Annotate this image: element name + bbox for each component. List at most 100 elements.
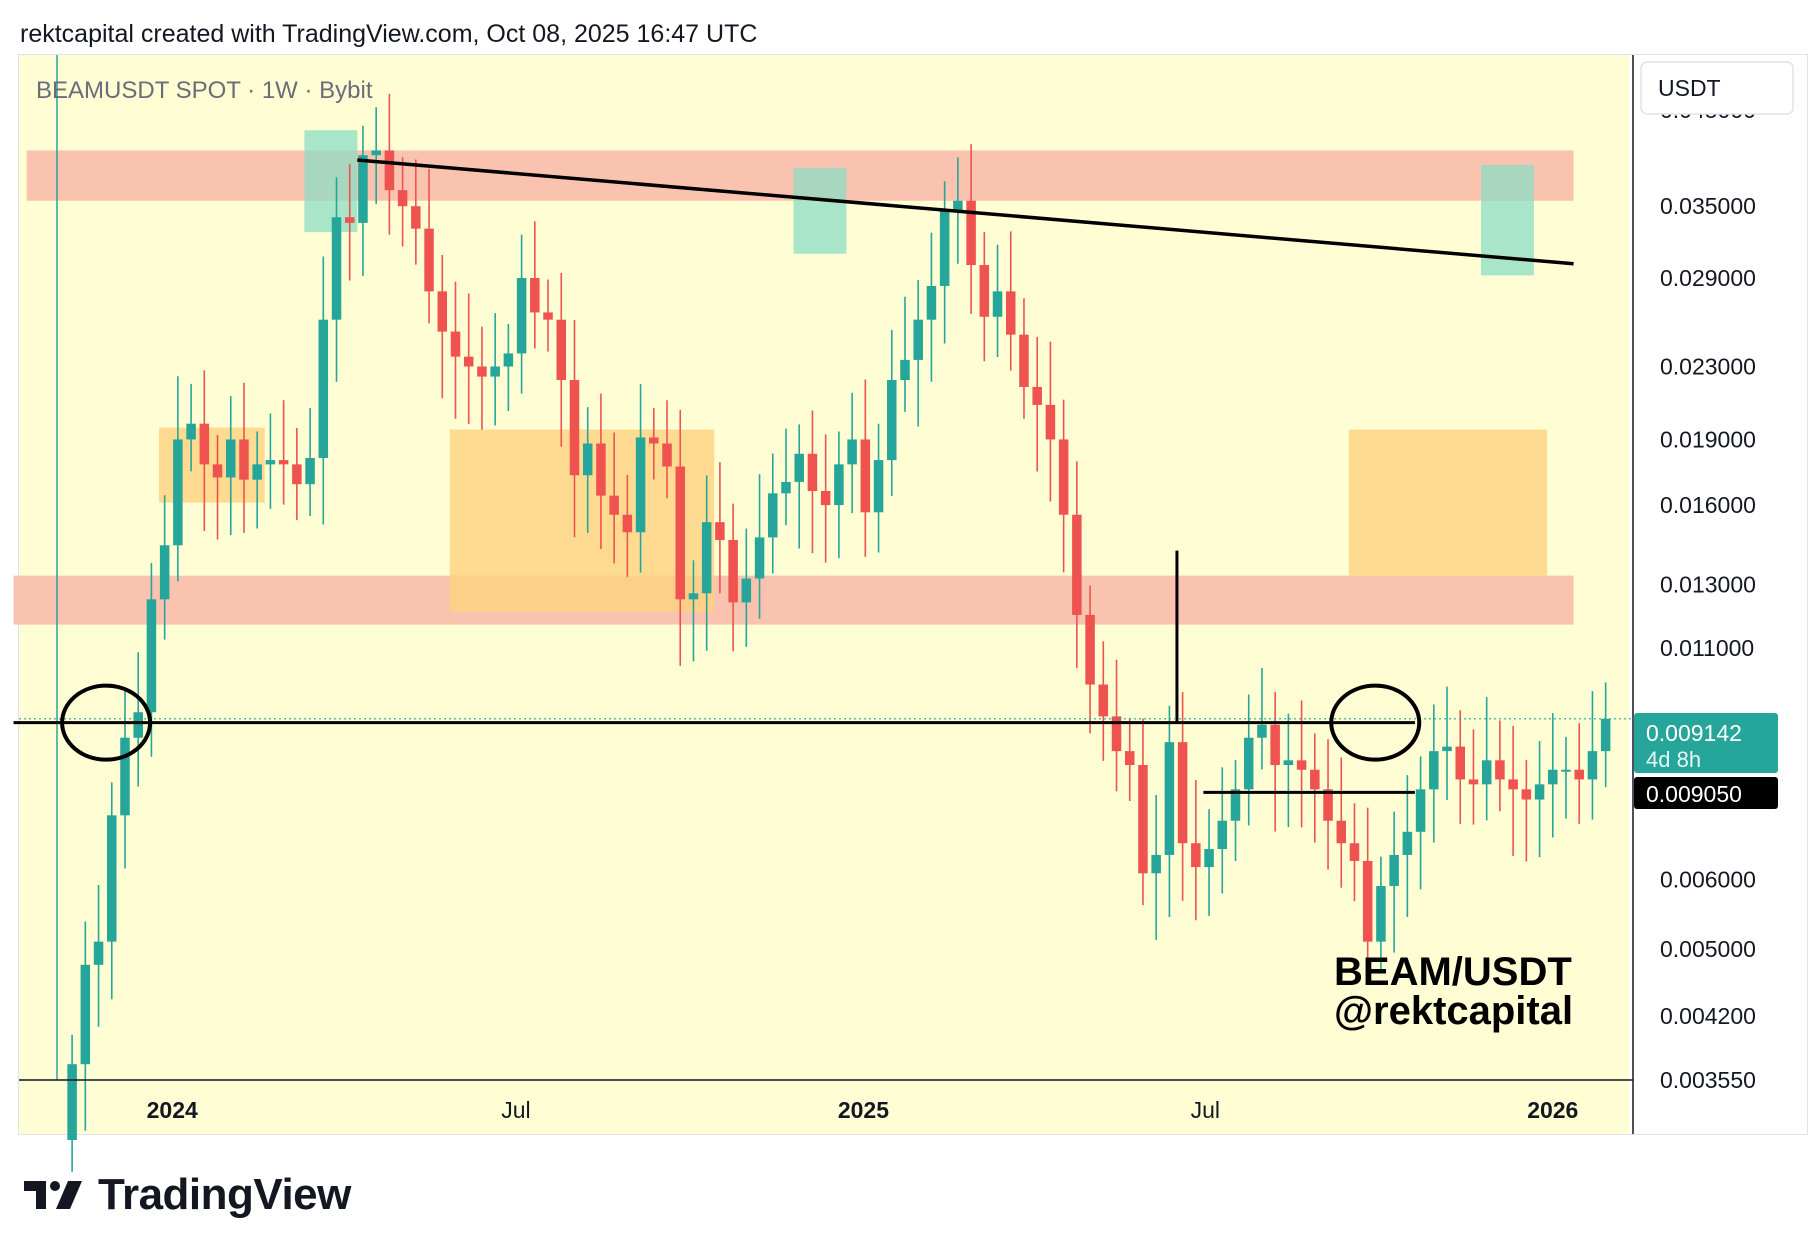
candle-body bbox=[953, 200, 963, 211]
candle-body bbox=[701, 522, 712, 594]
time-axis: 2024 Jul 2025 Jul 2026 bbox=[147, 1097, 1579, 1123]
candle-body bbox=[966, 200, 976, 266]
candle-body bbox=[358, 155, 368, 223]
candle-body bbox=[1124, 751, 1135, 766]
candle-body bbox=[675, 466, 686, 600]
candle-body bbox=[992, 291, 1003, 317]
candle-body bbox=[1085, 614, 1095, 685]
marked-level-tag: 0.009050 bbox=[1634, 777, 1778, 809]
price-tick-label: 0.006000 bbox=[1660, 867, 1756, 893]
candle-body bbox=[1310, 769, 1320, 790]
candle-body bbox=[424, 228, 434, 292]
candle-body bbox=[609, 495, 619, 515]
price-tick-label: 0.004200 bbox=[1660, 1003, 1756, 1029]
candle-body bbox=[688, 593, 699, 600]
axis-background bbox=[1629, 55, 1807, 1134]
price-tick-label: 0.011000 bbox=[1660, 635, 1754, 661]
tradingview-logo: TradingView bbox=[24, 1170, 351, 1220]
candle-body bbox=[503, 353, 514, 367]
candle-body bbox=[715, 522, 725, 541]
candle-body bbox=[490, 366, 500, 377]
candle-body bbox=[1455, 746, 1466, 780]
candle-body bbox=[873, 460, 884, 513]
candle-body bbox=[146, 599, 157, 713]
candle-body bbox=[1005, 291, 1016, 335]
candle-body bbox=[939, 210, 950, 286]
candle-body bbox=[1177, 742, 1188, 844]
zone-orange-3 bbox=[449, 429, 715, 612]
candle-body bbox=[1151, 854, 1161, 874]
candle-body bbox=[860, 439, 871, 513]
candle-body bbox=[1561, 769, 1571, 772]
candle-body bbox=[768, 493, 778, 538]
candle-body bbox=[212, 464, 223, 478]
candle-body bbox=[516, 277, 527, 354]
candle-body bbox=[107, 815, 117, 942]
drawing-trendline-0 bbox=[357, 158, 1574, 266]
candle-body bbox=[173, 439, 183, 546]
price-axis: 0.0450000.0350000.0290000.0230000.019000… bbox=[1660, 97, 1756, 1093]
zone-red-1 bbox=[13, 575, 1574, 625]
time-tick-label: 2025 bbox=[838, 1097, 889, 1123]
candle-body bbox=[900, 359, 910, 381]
candle-body bbox=[794, 453, 804, 482]
time-tick-label: 2026 bbox=[1527, 1097, 1578, 1123]
price-tick-label: 0.029000 bbox=[1660, 265, 1756, 291]
candle-body bbox=[1243, 737, 1254, 790]
candle-body bbox=[1270, 724, 1280, 766]
candle-body bbox=[1098, 684, 1109, 717]
candle-body bbox=[582, 443, 593, 476]
annotation-circle-0 bbox=[60, 683, 153, 762]
time-axis-background bbox=[19, 1080, 1629, 1134]
marked-level-tag-box bbox=[1634, 777, 1778, 809]
candle-body bbox=[1164, 742, 1175, 855]
candle-body bbox=[1587, 751, 1598, 780]
candle-body bbox=[1481, 760, 1492, 785]
candle-body bbox=[1349, 843, 1360, 861]
currency-label[interactable]: USDT bbox=[1658, 75, 1721, 101]
candle-body bbox=[1402, 831, 1413, 855]
time-tick-label: Jul bbox=[1191, 1097, 1220, 1123]
candle-body bbox=[411, 206, 421, 229]
zones-layer bbox=[13, 55, 1574, 1080]
candle-body bbox=[371, 150, 381, 156]
candle-body bbox=[199, 423, 210, 465]
bar-countdown: 4d 8h bbox=[1646, 747, 1701, 772]
currency-button-box[interactable] bbox=[1640, 61, 1794, 115]
candle-body bbox=[1111, 716, 1122, 752]
candle-body bbox=[1257, 724, 1267, 738]
candle-body bbox=[225, 439, 236, 478]
candle-body bbox=[1058, 439, 1069, 515]
candle-body bbox=[649, 437, 659, 444]
candles-layer bbox=[67, 93, 1611, 1172]
candle-body bbox=[133, 712, 143, 738]
current-price-value: 0.009142 bbox=[1646, 720, 1742, 746]
zone-teal-5 bbox=[304, 130, 358, 233]
candle-body bbox=[1415, 789, 1426, 832]
candle-body bbox=[820, 491, 831, 506]
candle-body bbox=[662, 443, 672, 467]
candle-body bbox=[397, 190, 408, 207]
candle-body bbox=[318, 319, 329, 458]
candle-body bbox=[67, 1064, 77, 1140]
price-tick-label: 0.003550 bbox=[1660, 1067, 1756, 1093]
candle-body bbox=[1376, 886, 1386, 942]
candle-body bbox=[239, 439, 249, 480]
candle-body bbox=[728, 540, 738, 603]
candle-body bbox=[305, 457, 315, 485]
candle-body bbox=[437, 291, 448, 332]
candle-body bbox=[1191, 843, 1201, 868]
currency-button[interactable]: USDT bbox=[1640, 61, 1794, 115]
drawings-layer bbox=[13, 158, 1633, 794]
candle-body bbox=[556, 319, 567, 381]
current-price-tag: 0.009142 4d 8h bbox=[1634, 713, 1778, 773]
candle-body bbox=[596, 443, 606, 496]
candle-body bbox=[1600, 718, 1611, 752]
candle-body bbox=[1045, 404, 1056, 440]
candle-body bbox=[265, 460, 276, 465]
candle-body bbox=[93, 941, 104, 965]
current-price-tag-box bbox=[1634, 713, 1778, 773]
candle-body bbox=[159, 545, 170, 600]
watermark-pair: BEAM/USDT bbox=[1334, 950, 1572, 994]
